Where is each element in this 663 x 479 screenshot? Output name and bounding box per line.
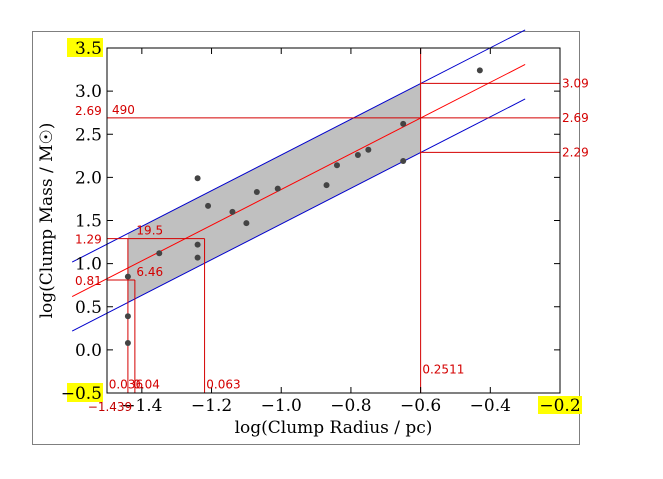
annotation-label: 490 (112, 103, 135, 117)
y-tick-label: 1.5 (75, 212, 102, 232)
highlight-box (67, 38, 103, 57)
data-point (476, 67, 483, 74)
data-point (194, 254, 201, 261)
annotation-label: 3.09 (562, 76, 589, 90)
y-tick-label: 3.0 (75, 82, 102, 102)
data-point (194, 241, 201, 248)
figure-frame (32, 31, 580, 445)
data-point (400, 120, 407, 127)
x-tick-label: −1.0 (261, 396, 302, 416)
x-tick-label: −0.6 (400, 396, 441, 416)
x-tick-label: −0.2 (539, 396, 580, 416)
data-point (400, 157, 407, 164)
x-tick-label: −1.2 (191, 396, 232, 416)
x-axis-title: log(Clump Radius / pc) (235, 418, 433, 438)
annotation-label: 0.04 (133, 377, 160, 391)
fit-line (71, 64, 526, 298)
x-tick-label: −0.8 (330, 396, 371, 416)
annotation-label: 0.036 (109, 377, 143, 391)
data-point (205, 202, 212, 209)
y-tick-label: 2.0 (75, 168, 102, 188)
data-point (124, 313, 131, 320)
y-tick-label: 0.0 (75, 341, 102, 361)
annotation-label: 2.69 (562, 111, 589, 125)
annotation-label: 0.063 (206, 377, 240, 391)
data-point (253, 189, 260, 196)
data-point (333, 162, 340, 169)
x-tick-label: −1.4 (121, 396, 162, 416)
data-point (194, 175, 201, 182)
annotation-label: 6.46 (136, 265, 163, 279)
y-tick-label: 3.5 (75, 39, 102, 59)
data-point (323, 182, 330, 189)
y-tick-label: 2.5 (75, 125, 102, 145)
y-tick-label: 0.5 (75, 298, 102, 318)
data-point (124, 273, 131, 280)
data-point (229, 208, 236, 215)
plot-area (71, 29, 561, 394)
y-tick-label: −0.5 (61, 384, 102, 404)
highlight-box (538, 396, 582, 414)
annotation-label: 1.29 (75, 233, 102, 247)
data-point (354, 151, 361, 158)
data-point (124, 339, 131, 346)
data-point (365, 146, 372, 153)
x-tick-label: −1.439 (88, 400, 132, 414)
y-tick-label: 1.0 (75, 255, 102, 275)
y-axis-title: log(Clump Mass / M☉) (37, 123, 57, 319)
highlight-layer (67, 38, 582, 414)
data-point (274, 185, 281, 192)
annotation-label: 2.69 (75, 104, 102, 118)
lower-band-line (71, 98, 526, 332)
annotation-label: 2.29 (562, 145, 589, 159)
label-layer: −1.4 −1.2 −1.0 −0.8 −0.6 −0.4 −0.2 −1.439−0.5 0.… (37, 39, 589, 438)
annotation-label: 19.5 (136, 224, 163, 238)
highlight-box (67, 383, 103, 402)
annotation-label: 0.81 (75, 274, 102, 288)
data-point (156, 250, 163, 257)
upper-band-line (71, 29, 526, 263)
data-point (243, 220, 250, 227)
x-tick-label: −0.4 (470, 396, 511, 416)
annotation-label: 0.2511 (422, 363, 464, 377)
